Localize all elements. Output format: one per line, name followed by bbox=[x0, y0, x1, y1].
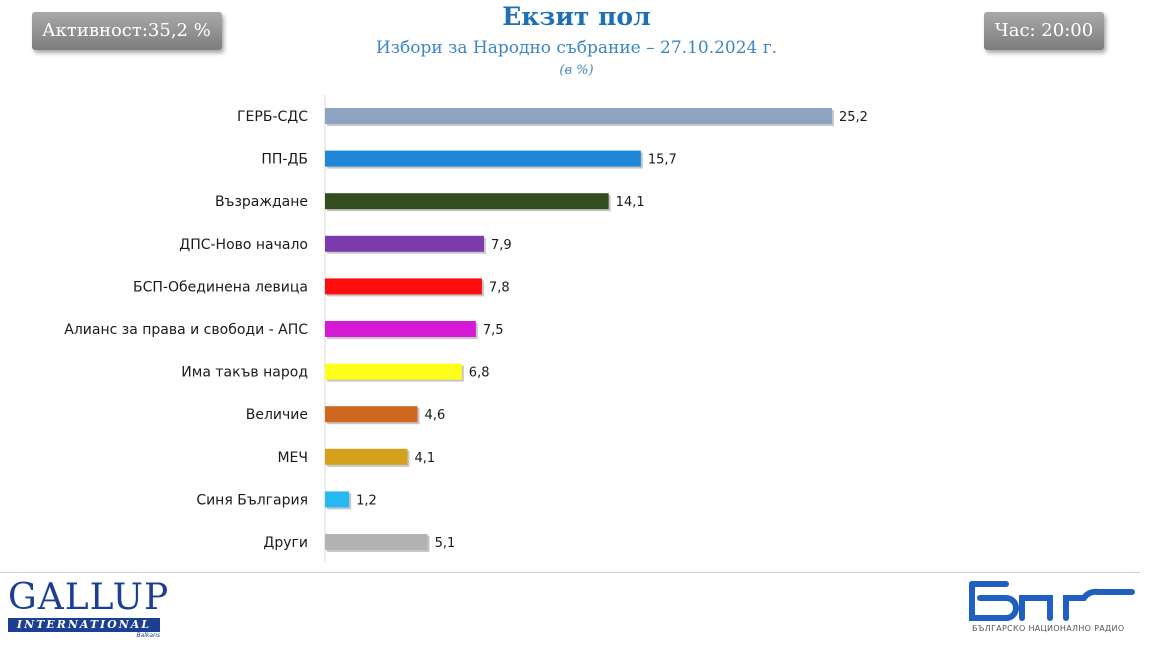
value-label: 15,7 bbox=[648, 153, 677, 168]
gallup-logo-small: Balkans bbox=[136, 632, 160, 639]
bar bbox=[325, 321, 476, 337]
category-label: Други bbox=[263, 535, 308, 551]
category-label: ДПС-Ново начало bbox=[179, 237, 308, 253]
bar bbox=[325, 491, 350, 508]
bar bbox=[325, 108, 832, 124]
gallup-logo-bar: INTERNATIONAL bbox=[8, 618, 160, 632]
gallup-logo-word: GALLUP bbox=[8, 577, 170, 618]
chart-title: Екзит пол bbox=[502, 2, 651, 31]
category-label: Величие bbox=[246, 407, 308, 423]
value-label: 7,8 bbox=[489, 280, 510, 295]
value-label: 4,1 bbox=[414, 451, 435, 466]
category-label: ГЕРБ-СДС bbox=[237, 109, 308, 125]
bar bbox=[325, 448, 408, 465]
category-label: Синя България bbox=[196, 492, 308, 508]
category-label: БСП-Обединена левица bbox=[133, 279, 308, 295]
bar bbox=[325, 363, 462, 380]
bar bbox=[325, 193, 609, 210]
footer-divider bbox=[0, 572, 1140, 573]
bar bbox=[325, 534, 428, 550]
value-label: 1,2 bbox=[356, 493, 377, 508]
gallup-logo: GALLUP INTERNATIONAL Balkans bbox=[8, 580, 168, 640]
value-label: 14,1 bbox=[616, 195, 645, 210]
time-badge: Час: 20:00 bbox=[984, 12, 1104, 50]
chart-subtitle: Избори за Народно събрание – 27.10.2024 … bbox=[375, 38, 778, 58]
value-label: 5,1 bbox=[435, 536, 456, 551]
bar bbox=[325, 150, 641, 167]
bnr-logo-icon bbox=[969, 581, 1135, 621]
category-label: Възраждане bbox=[215, 194, 308, 210]
bnr-logo-caption: БЪЛГАРСКО НАЦИОНАЛНО РАДИО bbox=[972, 624, 1125, 633]
value-label: 7,9 bbox=[491, 238, 512, 253]
value-label: 4,6 bbox=[425, 408, 446, 423]
value-label: 25,2 bbox=[839, 110, 868, 125]
bar-chart: ГЕРБ-СДС 25,2 ПП-ДБ 15,7 Възраждане 14,1 ДПС-Н… bbox=[64, 95, 868, 562]
category-label: ПП-ДБ bbox=[261, 152, 308, 168]
category-label: МЕЧ bbox=[277, 450, 308, 466]
value-label: 7,5 bbox=[483, 323, 504, 338]
bar bbox=[325, 235, 484, 252]
bnr-logo: БЪЛГАРСКО НАЦИОНАЛНО РАДИО bbox=[966, 580, 1136, 642]
value-label: 6,8 bbox=[469, 366, 490, 381]
category-label: Алианс за права и свободи - АПС bbox=[64, 322, 308, 338]
bar bbox=[325, 278, 482, 295]
category-label: Има такъв народ bbox=[181, 365, 308, 381]
chart-unit: (в %) bbox=[559, 63, 594, 78]
bar bbox=[325, 406, 418, 423]
turnout-badge: Активност:35,2 % bbox=[32, 12, 222, 50]
